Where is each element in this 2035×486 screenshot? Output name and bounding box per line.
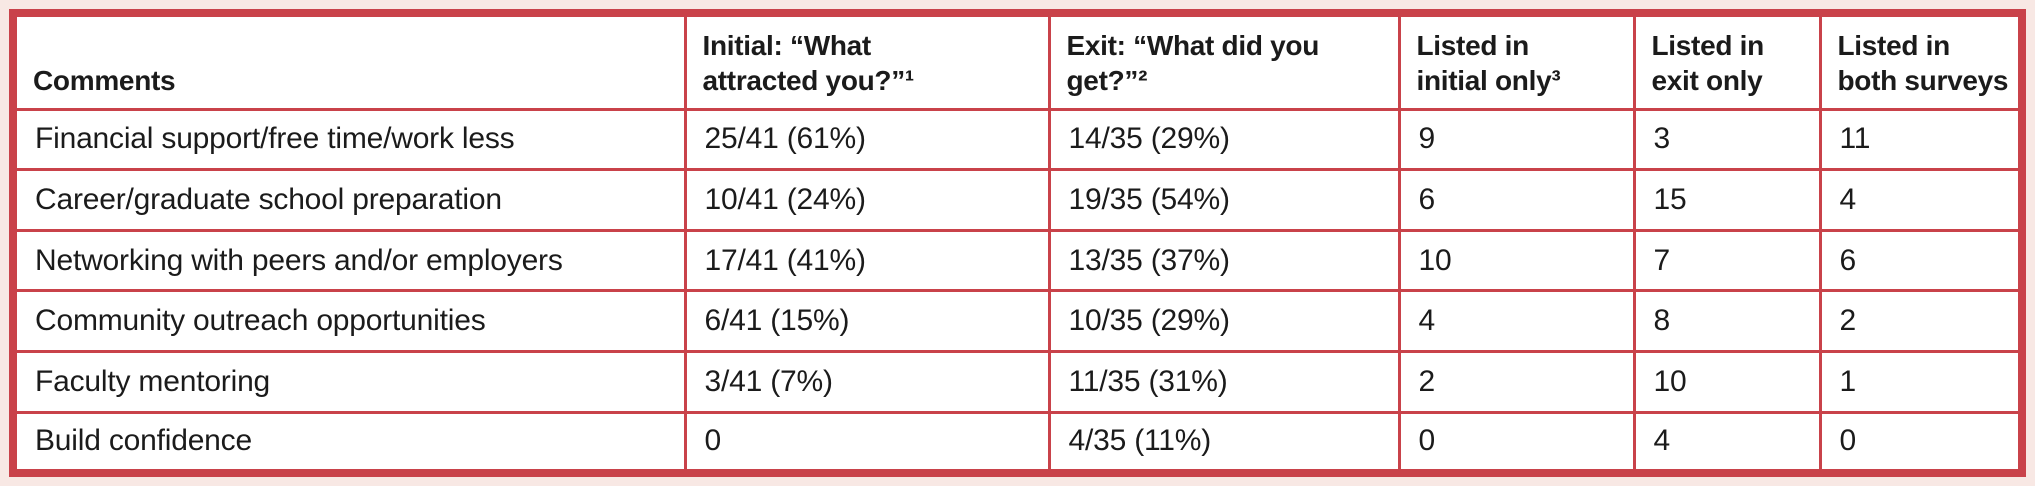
row-label-cell: Build confidence xyxy=(11,410,687,475)
column-header: Listed in exit only xyxy=(1632,11,1822,111)
data-cell: 11/35 (31%) xyxy=(1047,350,1401,414)
data-cell: 6/41 (15%) xyxy=(683,289,1051,354)
data-cell: 17/41 (41%) xyxy=(683,228,1051,293)
data-cell: 25/41 (61%) xyxy=(683,107,1051,172)
data-cell: 4 xyxy=(1818,168,2024,232)
data-cell: 4 xyxy=(1632,410,1822,475)
column-header: Initial: “What attracted you?”¹ xyxy=(683,11,1051,111)
table-row: Financial support/free time/work less 25/… xyxy=(11,107,2024,172)
row-label-cell: Financial support/free time/work less xyxy=(11,107,687,172)
table-row: Networking with peers and/or employers 17… xyxy=(11,228,2024,293)
header-row: Comments Initial: “What attracted you?”¹ E… xyxy=(11,11,2024,111)
row-label-cell: Faculty mentoring xyxy=(11,350,687,414)
data-cell: 15 xyxy=(1632,168,1822,232)
data-cell: 0 xyxy=(1818,410,2024,475)
data-cell: 10/41 (24%) xyxy=(683,168,1051,232)
data-cell: 14/35 (29%) xyxy=(1047,107,1401,172)
column-header: Exit: “What did you get?”² xyxy=(1047,11,1401,111)
data-cell: 2 xyxy=(1818,289,2024,354)
data-cell: 0 xyxy=(1397,410,1636,475)
data-cell: 10/35 (29%) xyxy=(1047,289,1401,354)
table-row: Faculty mentoring 3/41 (7%) 11/35 (31%) 2 10… xyxy=(11,350,2024,414)
data-cell: 8 xyxy=(1632,289,1822,354)
column-header: Listed in initial only³ xyxy=(1397,11,1636,111)
data-cell: 11 xyxy=(1818,107,2024,172)
data-cell: 4/35 (11%) xyxy=(1047,410,1401,475)
data-cell: 0 xyxy=(683,410,1051,475)
data-cell: 2 xyxy=(1397,350,1636,414)
data-cell: 3/41 (7%) xyxy=(683,350,1051,414)
data-cell: 1 xyxy=(1818,350,2024,414)
data-cell: 10 xyxy=(1632,350,1822,414)
row-label-cell: Community outreach opportunities xyxy=(11,289,687,354)
data-cell: 10 xyxy=(1397,228,1636,293)
data-cell: 7 xyxy=(1632,228,1822,293)
data-cell: 13/35 (37%) xyxy=(1047,228,1401,293)
data-cell: 6 xyxy=(1818,228,2024,293)
column-header: Comments xyxy=(11,11,687,111)
data-cell: 9 xyxy=(1397,107,1636,172)
column-header: Listed in both surveys xyxy=(1818,11,2024,111)
data-cell: 6 xyxy=(1397,168,1636,232)
data-cell: 4 xyxy=(1397,289,1636,354)
row-label-cell: Networking with peers and/or employers xyxy=(11,228,687,293)
table-row: Community outreach opportunities 6/41 (15… xyxy=(11,289,2024,354)
table-body: Financial support/free time/work less 25/… xyxy=(11,107,2024,475)
row-label-cell: Career/graduate school preparation xyxy=(11,168,687,232)
table-row: Career/graduate school preparation 10/41 … xyxy=(11,168,2024,232)
data-cell: 3 xyxy=(1632,107,1822,172)
survey-results-table: Comments Initial: “What attracted you?”¹ E… xyxy=(9,9,2026,477)
table-row: Build confidence 0 4/35 (11%) 0 4 0 xyxy=(11,410,2024,475)
data-cell: 19/35 (54%) xyxy=(1047,168,1401,232)
